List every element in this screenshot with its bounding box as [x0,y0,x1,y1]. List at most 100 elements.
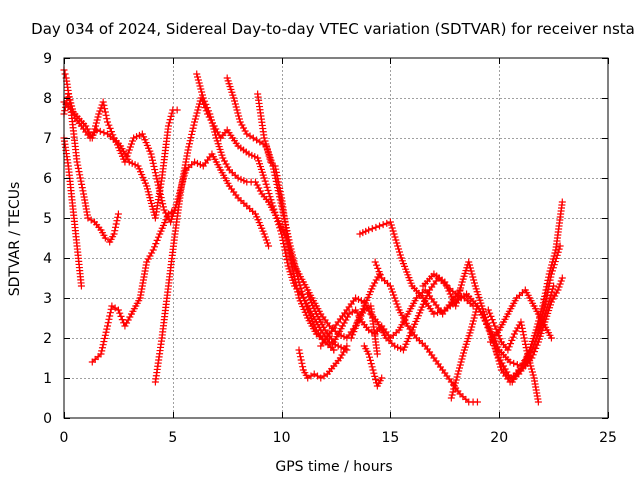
data-point [450,385,458,393]
data-point [251,178,259,186]
data-point [105,121,113,129]
data-point [206,110,214,118]
data-point [393,239,401,247]
data-point [185,143,193,151]
data-point [376,271,384,279]
data-point [295,278,303,286]
data-point [129,137,137,145]
data-point [191,115,199,123]
data-point [456,287,464,295]
data-point [96,127,104,135]
data-point [151,243,159,251]
data-point [459,352,467,360]
series-track-20 [486,286,555,346]
data-point [347,334,355,342]
data-point [349,331,357,339]
data-point [396,251,404,259]
data-point [558,198,566,206]
data-point [276,188,284,196]
data-point [231,100,239,108]
data-point [453,296,461,304]
series-track-16 [371,258,481,406]
data-point [190,121,198,129]
data-point [369,282,377,290]
data-point [369,366,377,374]
data-point [447,394,455,402]
data-point [150,162,158,170]
data-point [466,264,474,272]
data-point [82,122,90,130]
y-tick-label: 9 [43,51,52,67]
data-point [454,370,462,378]
data-point [292,282,300,290]
data-point [452,299,460,307]
data-point [448,391,456,399]
data-point [468,270,476,278]
data-point [512,327,520,335]
data-point [520,331,528,339]
y-tick-labels: 0 1 2 3 4 5 6 7 8 9 [43,51,52,427]
data-point [263,146,271,154]
data-point [240,124,248,132]
data-point [74,164,82,172]
data-point [236,118,244,126]
data-point [220,157,228,165]
data-point [510,330,518,338]
data-point [298,359,306,367]
data-point [365,226,373,234]
data-point [522,344,530,352]
data-point [98,344,106,352]
y-tick-label: 3 [43,291,52,307]
data-point [372,276,380,284]
y-tick-label: 1 [43,371,52,387]
data-point [208,119,216,127]
data-point [114,306,122,314]
data-point [148,153,156,161]
data-point [473,398,481,406]
data-point [262,236,270,244]
data-point [484,324,492,332]
data-point [528,365,536,373]
data-point [370,369,378,377]
data-point [294,291,302,299]
data-point [263,143,271,151]
series-line [63,69,119,243]
axis-ticks [64,58,609,419]
data-point [372,223,380,231]
data-point [83,125,91,133]
data-point [167,112,175,120]
data-point [103,325,111,333]
data-point [493,350,501,358]
series-track-9 [254,90,338,354]
data-point [198,91,206,99]
data-point [165,119,173,127]
data-point [106,312,114,320]
series-track-14 [360,342,386,390]
data-point [448,293,456,301]
data-point [126,313,134,321]
data-point [147,150,155,158]
data-point [504,371,512,379]
data-point [437,307,445,315]
data-point [153,236,161,244]
data-point [287,257,295,265]
data-point [235,112,243,120]
data-point [351,324,359,332]
data-point [117,312,125,320]
data-point [97,350,105,358]
data-point [61,107,69,115]
data-point [148,249,156,257]
data-point [159,203,167,211]
data-point [434,309,442,317]
data-point [395,245,403,253]
data-point [92,122,100,130]
series-track-2 [60,66,122,246]
data-point [260,134,268,142]
data-point [262,140,270,148]
data-point [491,322,499,330]
data-point [550,252,558,260]
data-point [543,280,551,288]
data-point [185,140,193,148]
data-point [79,187,87,195]
data-point [455,364,463,372]
